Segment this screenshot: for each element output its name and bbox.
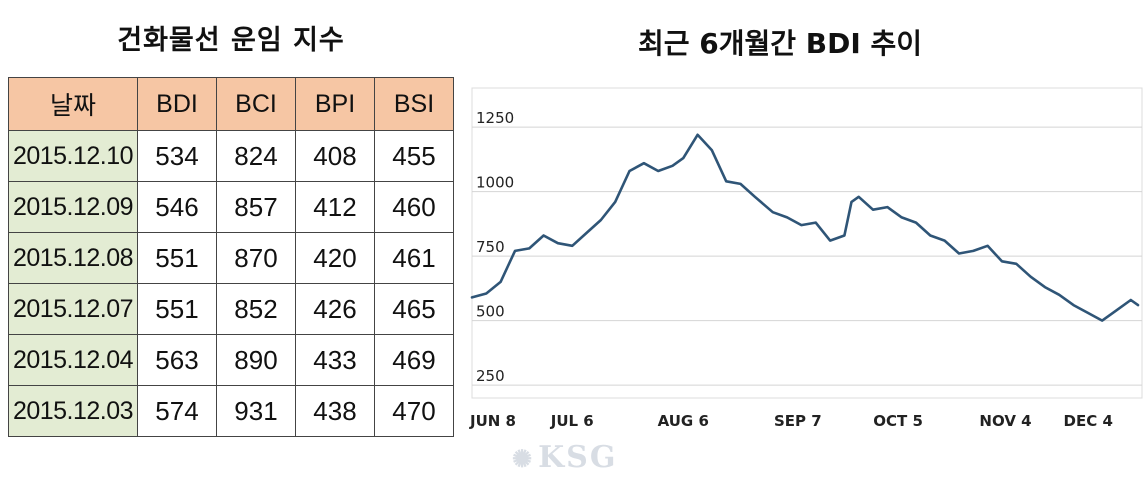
cell-bci: 852: [216, 283, 296, 335]
watermark-text: KSG: [538, 440, 618, 475]
cell-bci: 890: [216, 334, 296, 386]
y-tick-label: 1000: [476, 174, 514, 192]
plot-area: [471, 87, 1143, 399]
cell-bdi: 574: [137, 385, 217, 437]
cell-bdi: 563: [137, 334, 217, 386]
cell-bdi: 546: [137, 181, 217, 233]
cell-date: 2015.12.09: [8, 181, 138, 233]
chart-title: 최근 6개월간 BDI 추이: [637, 27, 923, 60]
y-tick-label: 1250: [476, 109, 514, 127]
x-tick-label: DEC 4: [1064, 412, 1113, 430]
index-table: 날짜 BDI BCI BPI BSI 2015.12.10 534 824 40…: [8, 77, 454, 437]
cell-bsi: 460: [374, 181, 454, 233]
cell-bsi: 455: [374, 130, 454, 182]
table-row: 2015.12.04 563 890 433 469: [8, 334, 454, 386]
header-bdi: BDI: [137, 77, 217, 131]
cell-bci: 931: [216, 385, 296, 437]
cell-date: 2015.12.10: [8, 130, 138, 182]
table-title: 건화물선 운임 지수: [117, 25, 345, 56]
y-tick-label: 250: [476, 367, 505, 385]
cell-bdi: 551: [137, 283, 217, 335]
bdi-line-chart: 250 500 750 1000 1250 JUN 8 JUL 6 AUG 6 SEP 7 OCT…: [466, 70, 1146, 440]
cell-bsi: 470: [374, 385, 454, 437]
x-tick-label: OCT 5: [873, 412, 923, 430]
cell-bdi: 551: [137, 232, 217, 284]
x-tick-label: SEP 7: [774, 412, 822, 430]
cell-bci: 824: [216, 130, 296, 182]
y-tick-label: 750: [476, 238, 505, 256]
header-bpi: BPI: [295, 77, 375, 131]
cell-bpi: 408: [295, 130, 375, 182]
cell-date: 2015.12.08: [8, 232, 138, 284]
x-tick-label: AUG 6: [658, 412, 709, 430]
table-header-row: 날짜 BDI BCI BPI BSI: [8, 77, 454, 131]
cell-bpi: 433: [295, 334, 375, 386]
table-row: 2015.12.08 551 870 420 461: [8, 232, 454, 284]
x-tick-label: JUN 8: [469, 412, 516, 430]
header-bci: BCI: [216, 77, 296, 131]
chart-svg: 250 500 750 1000 1250 JUN 8 JUL 6 AUG 6 SEP 7 OCT…: [469, 87, 1143, 430]
cell-bpi: 438: [295, 385, 375, 437]
cell-bsi: 469: [374, 334, 454, 386]
cell-bpi: 420: [295, 232, 375, 284]
table-row: 2015.12.10 534 824 408 455: [8, 130, 454, 182]
bdi-series-line: [470, 133, 1140, 322]
cell-date: 2015.12.04: [8, 334, 138, 386]
watermark: ✺ KSG: [512, 440, 617, 475]
ship-wheel-icon: ✺: [512, 444, 535, 473]
table-row: 2015.12.09 546 857 412 460: [8, 181, 454, 233]
x-tick-label: JUL 6: [550, 412, 594, 430]
cell-date: 2015.12.07: [8, 283, 138, 335]
cell-bdi: 534: [137, 130, 217, 182]
table-row: 2015.12.07 551 852 426 465: [8, 283, 454, 335]
y-tick-label: 500: [476, 303, 505, 321]
cell-bsi: 465: [374, 283, 454, 335]
header-date: 날짜: [8, 77, 138, 131]
cell-date: 2015.12.03: [8, 385, 138, 437]
table-row: 2015.12.03 574 931 438 470: [8, 385, 454, 437]
cell-bci: 857: [216, 181, 296, 233]
cell-bci: 870: [216, 232, 296, 284]
x-tick-label: NOV 4: [979, 412, 1031, 430]
cell-bpi: 412: [295, 181, 375, 233]
cell-bsi: 461: [374, 232, 454, 284]
cell-bpi: 426: [295, 283, 375, 335]
header-bsi: BSI: [374, 77, 454, 131]
